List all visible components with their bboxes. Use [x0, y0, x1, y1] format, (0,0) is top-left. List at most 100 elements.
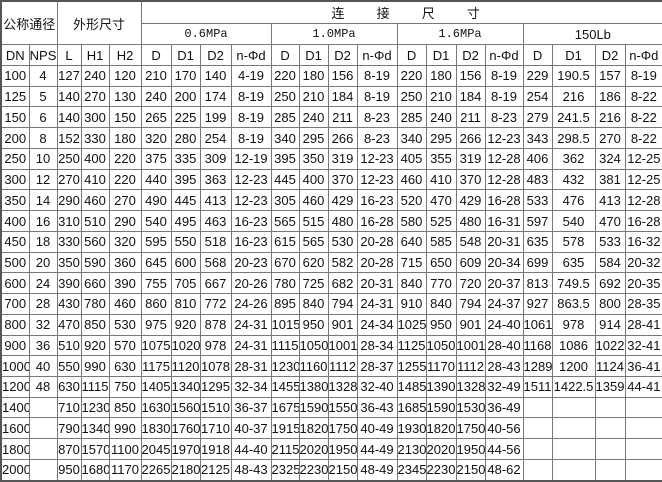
table-cell: 10	[28, 147, 58, 170]
table-cell: 12-28	[624, 189, 662, 212]
table-cell: 24-34	[356, 313, 398, 336]
table-cell: 220	[396, 65, 427, 87]
table-cell: 18	[28, 230, 58, 253]
table-cell: 266	[455, 127, 486, 149]
table-cell: 20-31	[356, 272, 398, 295]
table-cell: 355	[425, 147, 457, 170]
table-cell: 863.5	[551, 293, 596, 315]
table-cell	[28, 438, 58, 460]
table-cell: 152	[56, 127, 82, 149]
table-cell: 794	[327, 293, 358, 315]
table-cell: 240	[298, 106, 329, 129]
table-cell: 530	[108, 313, 142, 336]
table-cell: 600	[170, 251, 201, 274]
table-cell: 1380	[298, 376, 329, 398]
table-cell: 460	[80, 189, 110, 212]
table-cell: 36-43	[356, 396, 398, 419]
table-cell: 1750	[455, 417, 486, 440]
table-cell: 755	[140, 272, 172, 295]
table-cell: 400	[80, 147, 110, 170]
table-cell: 220	[270, 65, 300, 87]
table-cell: 24-31	[230, 334, 272, 357]
table-cell: 300	[0, 168, 30, 191]
table-cell: 1590	[298, 396, 329, 419]
table-cell: 840	[396, 272, 427, 295]
table-cell: 16	[28, 210, 58, 232]
table-row: 150 6 140 300 150 265 225 199 8-19 285 240 211 8-23 2…	[0, 106, 662, 129]
table-cell: 860	[140, 293, 172, 315]
table-cell: 1400	[0, 396, 30, 419]
table-cell: 794	[455, 293, 486, 315]
table-cell: 445	[170, 189, 201, 212]
table-cell: 1328	[455, 376, 486, 398]
table-cell: 692	[594, 272, 626, 295]
table-cell: 220	[108, 168, 142, 191]
table-cell: 813	[522, 272, 553, 295]
table-cell: 2150	[455, 458, 486, 482]
table-cell: 582	[327, 251, 358, 274]
table-cell: 1050	[425, 334, 457, 357]
table-cell: 410	[425, 168, 457, 191]
table-cell: 150	[0, 106, 30, 129]
table-cell: 48	[28, 376, 58, 398]
table-cell: 1455	[270, 376, 300, 398]
table-cell: 910	[396, 293, 427, 315]
table-cell: 470	[425, 189, 457, 212]
table-cell: 370	[455, 168, 486, 191]
table-cell: 1100	[108, 438, 142, 460]
table-row: 100 4 127 240 120 210 170 140 4-19 220 180 156 8-19 2…	[0, 65, 662, 87]
table-cell: 1550	[327, 396, 358, 419]
column-header: n-Φd	[230, 44, 272, 66]
table-cell: 901	[455, 313, 486, 336]
table-cell: 2180	[170, 458, 201, 482]
table-cell: 343	[522, 127, 553, 149]
table-row: 600 24 390 660 390 755 705 667 20-26 780 725 682 20-…	[0, 272, 662, 295]
table-cell: 770	[425, 272, 457, 295]
table-cell: 1255	[396, 355, 427, 378]
table-cell: 480	[327, 210, 358, 232]
table-cell	[594, 417, 626, 440]
nominal-diameter-header: 公称通径	[0, 0, 58, 45]
table-cell: 24	[28, 272, 58, 295]
table-cell: 5	[28, 85, 58, 108]
table-cell: 8-19	[624, 65, 662, 87]
table-cell: 590	[80, 251, 110, 274]
table-cell: 360	[108, 251, 142, 274]
table-cell: 210	[140, 65, 172, 87]
column-header: n-Φd	[484, 44, 524, 66]
table-cell: 12-23	[230, 189, 272, 212]
table-cell: 2020	[425, 438, 457, 460]
table-cell: 40-49	[356, 417, 398, 440]
table-cell: 1511	[522, 376, 553, 398]
table-cell: 184	[327, 85, 358, 108]
table-cell: 533	[522, 189, 553, 212]
table-cell: 520	[396, 189, 427, 212]
table-cell: 548	[455, 230, 486, 253]
table-cell: 210	[298, 85, 329, 108]
table-cell: 1015	[270, 313, 300, 336]
table-cell: 550	[170, 230, 201, 253]
table-cell	[594, 458, 626, 482]
table-cell: 670	[270, 251, 300, 274]
table-cell: 565	[298, 230, 329, 253]
table-cell: 1970	[170, 438, 201, 460]
table-cell: 800	[0, 313, 30, 336]
column-header: L	[56, 44, 82, 66]
table-cell: 290	[56, 189, 82, 212]
table-cell: 8-19	[230, 85, 272, 108]
column-header: D2	[327, 44, 358, 66]
table-cell: 180	[425, 65, 457, 87]
table-cell: 40-37	[230, 417, 272, 440]
table-cell: 225	[170, 106, 201, 129]
table-cell: 20-35	[624, 272, 662, 295]
table-cell: 1230	[80, 396, 110, 419]
table-cell: 362	[551, 147, 596, 170]
table-cell: 780	[270, 272, 300, 295]
connection-dimensions-header: 连 接 尺 寸	[140, 0, 662, 24]
table-cell: 950	[298, 313, 329, 336]
table-cell: 1170	[108, 458, 142, 482]
table-cell	[624, 396, 662, 419]
table-cell: 16-28	[484, 189, 524, 212]
table-cell: 920	[80, 334, 110, 357]
table-cell	[522, 438, 553, 460]
